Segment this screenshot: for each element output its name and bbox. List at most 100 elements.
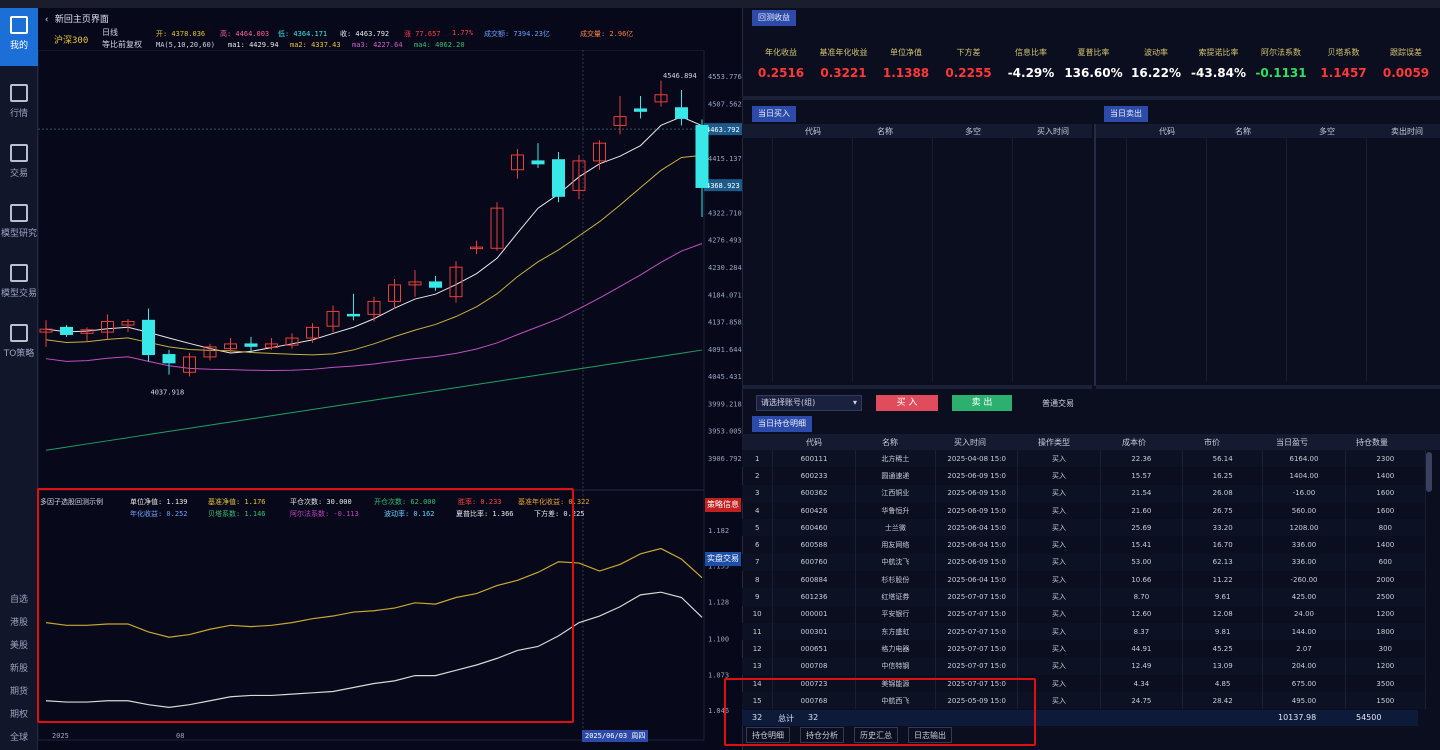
total-row: 32 总计 32 10137.98 54500 [742,710,1418,726]
table-cell: 1200 [1345,657,1426,675]
table-cell: 22.36 [1100,450,1184,468]
buy-table [742,138,1092,382]
date-selected: 2025/06/03 周四 [582,730,649,742]
price-tick: 3999.218 [708,400,742,408]
breadcrumb[interactable]: ‹ 新回主页界面 [44,15,109,25]
table-cell: 21.60 [1100,501,1184,520]
nav-item-market[interactable]: 行情 [0,76,38,134]
scroll-bar[interactable] [742,96,1440,100]
strategy-info-button[interactable]: 策略信息 [705,498,741,512]
table-cell: 600588 [772,536,856,554]
price-tick: 4137.858 [708,319,742,327]
kline-chart[interactable]: 4553.7764507.5624461.3484415.1374368.923… [38,50,742,750]
table-row[interactable]: 8 600884 杉杉股份 2025-06-04 15:0 买入 10.66 11.22 -2… [742,571,1426,589]
table-cell: 格力电器 [855,640,937,658]
table-cell: 2000 [1345,571,1426,589]
candle-body [490,207,504,249]
tab-history-summary[interactable]: 历史汇总 [854,727,898,743]
table-cell: 16.25 [1182,467,1264,485]
table-row[interactable]: 10 000001 平安银行 2025-07-07 15:0 买入 12.60 12.08 2… [742,605,1426,623]
table-cell: 买入 [1017,588,1101,606]
table-cell: 2500 [1345,588,1426,606]
nav-futures[interactable]: 期货 [9,687,28,697]
account-select[interactable]: 请选择账号(组) ▾ [756,395,862,411]
low-note: 4037.918 [151,389,185,397]
metric-label: 信息比率 [1015,48,1047,57]
table-row[interactable]: 14 000723 美锦能源 2025-07-07 15:0 买入 4.34 4.85 675… [742,674,1426,693]
table-cell: 士兰微 [855,519,937,537]
nav-item-research[interactable]: 模型研究 [0,196,38,254]
table-cell: 4 [742,501,774,520]
table-row[interactable]: 1 600111 北方稀土 2025-04-08 15:0 买入 22.36 56.14 61… [742,450,1426,468]
metric-value: -4.29% [1007,66,1055,80]
table-cell: 33.20 [1182,519,1264,537]
buy-scroll[interactable] [742,385,1092,389]
table-row[interactable]: 7 600760 中航沈飞 2025-06-09 15:0 买入 53.00 62.13 33… [742,553,1426,572]
table-row[interactable]: 13 000708 中信特钢 2025-07-07 15:0 买入 12.49 13.09 2… [742,657,1426,675]
table-cell: 600460 [772,519,856,537]
nav-item-mine[interactable]: 我的 [0,8,38,66]
split-divider[interactable] [1094,124,1096,386]
buy-button[interactable]: 买 入 [876,395,938,411]
normal-trade-link[interactable]: 普通交易 [1042,399,1074,408]
nav-item-strategy[interactable]: TO策略 [0,316,38,374]
column-header: 买入时间 [1037,127,1069,136]
table-cell: 6 [742,536,774,554]
table-row[interactable]: 5 600460 士兰微 2025-06-04 15:0 买入 25.69 33.20 120… [742,519,1426,537]
sell-scroll[interactable] [1096,385,1440,389]
tab-position-analysis[interactable]: 持仓分析 [800,727,844,743]
tab-log-output[interactable]: 日志输出 [908,727,952,743]
price-tick: 4415.137 [708,155,742,163]
ind-tick: 1.100 [708,636,729,644]
ma1-value: ma1: 4429.94 [228,41,279,49]
positions-scrollbar[interactable] [1426,452,1432,492]
table-cell: 买入 [1017,450,1101,468]
table-cell: 62.13 [1182,553,1264,572]
table-row[interactable]: 2 600233 圆通速递 2025-06-09 15:0 买入 15.57 16.25 14… [742,467,1426,485]
nav-us[interactable]: 美股 [9,641,28,651]
sell-button[interactable]: 卖 出 [952,395,1012,411]
nav-item-model-trade[interactable]: 模型交易 [0,256,38,314]
ind-bench-ann: 基准年化收益: 0.322 [518,498,590,506]
table-row[interactable]: 11 000301 东方盛虹 2025-07-07 15:0 买入 8.37 9.81 144… [742,622,1426,641]
change-value: 涨 77.657 [404,30,441,38]
ind-bench-nav: 基准净值: 1.176 [208,498,266,506]
tab-position-detail[interactable]: 持仓明细 [746,727,790,743]
nav-item-trade[interactable]: 交易 [0,136,38,194]
candle-body [285,337,299,346]
nav-watchlist[interactable]: 自选 [9,595,28,605]
tab-backtest-return[interactable]: 回测收益 [752,10,796,26]
candle-body [326,310,340,327]
grid-line [932,138,933,382]
table-row[interactable]: 12 000651 格力电器 2025-07-07 15:0 买入 44.91 45.25 2… [742,640,1426,658]
table-cell: 11 [742,622,774,641]
ind-pos-count: 平仓次数: 30.000 [290,498,352,506]
tab-positions[interactable]: 当日持仓明细 [752,416,812,432]
table-cell: 10 [742,605,774,623]
table-row[interactable]: 9 601236 红塔证券 2025-07-07 15:0 买入 8.70 9.61 425.… [742,588,1426,606]
nav-ipo[interactable]: 新股 [9,664,28,674]
table-row[interactable]: 4 600426 华鲁恒升 2025-06-09 15:0 买入 21.60 26.75 56… [742,501,1426,520]
table-row[interactable]: 6 600588 用友网络 2025-06-04 15:0 买入 15.41 16.70 33… [742,536,1426,554]
table-cell: 000001 [772,605,856,623]
tab-today-buy[interactable]: 当日买入 [752,106,796,122]
table-row[interactable]: 3 600362 江西铜业 2025-06-09 15:0 买入 21.54 26.08 -1… [742,484,1426,502]
table-cell: 华鲁恒升 [855,501,937,520]
metric-label: 跟踪误差 [1390,48,1422,57]
nav-options[interactable]: 期权 [9,710,28,720]
nav-global[interactable]: 全球 [9,733,28,743]
highlight-indicator [37,488,574,723]
ind-sharpe: 夏普比率: 1.366 [456,510,514,518]
table-cell: 15.57 [1100,467,1184,485]
table-cell: 杉杉股份 [855,571,937,589]
table-row[interactable]: 15 000768 中航西飞 2025-05-09 15:0 买入 24.75 28.42 4… [742,692,1426,710]
table-cell: 5 [742,519,774,537]
tab-today-sell[interactable]: 当日卖出 [1104,106,1148,122]
table-cell: 买入 [1017,657,1101,675]
nav-hk[interactable]: 港股 [9,618,28,628]
table-cell: 45.25 [1182,640,1264,658]
live-trade-button[interactable]: 实盘交易 [705,552,741,566]
table-cell: 1200 [1345,605,1426,623]
table-cell: 2025-07-07 15:0 [935,657,1019,675]
table-cell: 11.22 [1182,571,1264,589]
